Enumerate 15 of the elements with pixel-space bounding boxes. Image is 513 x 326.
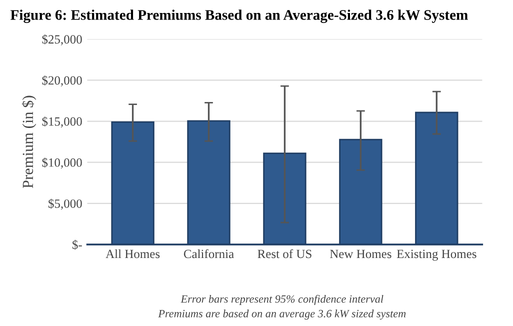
chart-title: Figure 6: Estimated Premiums Based on an Average-Sized 3.6 kW System — [10, 10, 468, 23]
y-tick-label: $25,000 — [42, 34, 82, 46]
y-tick-label: $- — [72, 240, 82, 250]
y-tick-label: $20,000 — [42, 75, 82, 86]
y-axis-title: Premium (in $) — [22, 96, 36, 188]
x-tick-label: New Homes — [330, 250, 392, 258]
x-tick-label: Existing Homes — [396, 250, 476, 261]
y-tick-label: $5,000 — [48, 198, 82, 210]
x-tick-label: Rest of US — [258, 249, 312, 258]
y-tick-label: $10,000 — [42, 158, 82, 169]
y-tick-label: $15,000 — [42, 116, 82, 128]
x-tick-label: All Homes — [106, 249, 160, 258]
x-tick-label: California — [184, 249, 234, 258]
text: Premiums are based on an average 3.6 kW sized system — [158, 310, 406, 320]
text: Error bars represent 95% confidence interval — [180, 294, 384, 306]
